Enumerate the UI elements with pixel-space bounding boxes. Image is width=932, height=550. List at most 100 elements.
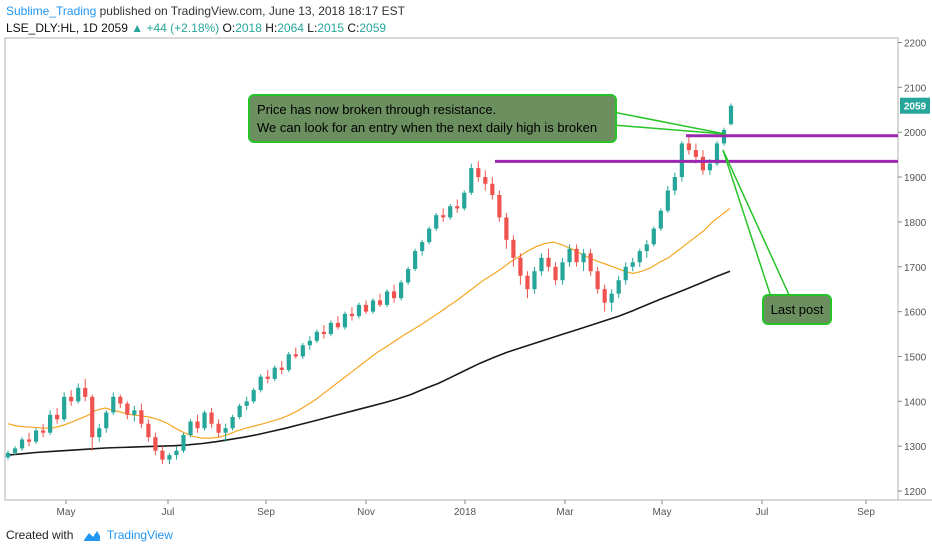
candle-body [434, 215, 439, 229]
candle-body [398, 282, 404, 299]
candle-body [377, 300, 383, 305]
x-tick-label: Sep [857, 507, 875, 518]
candle-body [258, 376, 263, 391]
candle-body [349, 313, 355, 317]
candle-body [623, 266, 628, 281]
candle-body [630, 262, 635, 267]
candle-body [581, 253, 586, 263]
symbol-label: LSE_DLY:HL, 1D [6, 21, 98, 35]
candle-body [342, 313, 348, 328]
candle-body [574, 248, 579, 263]
candle-body [279, 367, 284, 370]
x-tick-label: May [653, 507, 672, 518]
candle-body [384, 291, 390, 305]
candle-body [209, 412, 214, 424]
low-value: 2015 [317, 21, 344, 35]
candle-body [195, 421, 200, 429]
candle-body [707, 163, 713, 171]
x-tick-label: Jul [162, 507, 175, 518]
candle-body [202, 412, 207, 429]
x-tick-label: Mar [556, 507, 574, 518]
footer: Created with TradingView [0, 518, 932, 550]
candle-body [139, 410, 144, 424]
y-tick-label: 2100 [904, 83, 927, 94]
candle-body [237, 405, 242, 418]
candle-body [40, 430, 46, 433]
candle-body [12, 448, 18, 453]
candle-body [307, 340, 312, 346]
candle-body [363, 304, 369, 312]
candle-body [504, 217, 509, 240]
candle-body [532, 271, 537, 290]
candle-body [714, 143, 720, 164]
candle-body [476, 168, 481, 178]
candle-body [490, 183, 495, 195]
candle-body [69, 396, 74, 402]
callout-pointer-upper [612, 111, 726, 135]
ema50-line [7, 207, 731, 439]
candle-body [567, 248, 572, 263]
candle-body [455, 206, 460, 209]
last-price-label: 2059 [904, 102, 927, 113]
candle-body [462, 192, 467, 209]
candle-body [118, 396, 123, 404]
up-arrow-icon: ▲ [131, 21, 144, 35]
close-label: C: [347, 21, 360, 35]
candle-body [265, 376, 270, 379]
candle-body [293, 354, 298, 357]
x-tick-label: Nov [357, 507, 375, 518]
candle-body [132, 410, 137, 415]
candle-body [518, 257, 523, 276]
candle-body [728, 105, 734, 125]
candle-body [5, 452, 11, 458]
candle-body [609, 293, 614, 303]
created-with-text: Created with [6, 528, 74, 542]
symbol-info: LSE_DLY:HL, 1D 2059 ▲ +44 (+2.18%) O:201… [6, 21, 386, 35]
candle-body [146, 423, 151, 438]
candle-body [448, 206, 453, 218]
candle-body [62, 396, 67, 420]
candle-body [181, 434, 186, 451]
candle-body [539, 257, 544, 272]
candle-body [595, 271, 600, 290]
candle-body [328, 322, 333, 335]
candle-body [553, 266, 558, 281]
candle-body [686, 143, 691, 151]
candle-body [230, 417, 235, 429]
candle-body [33, 430, 39, 442]
publish-info: Sublime_Trading published on TradingView… [6, 4, 405, 18]
candle-body [560, 262, 565, 281]
candle-body [370, 300, 376, 312]
tradingview-logo-icon [83, 530, 100, 541]
candle-body [48, 414, 53, 433]
candle-body [125, 403, 130, 415]
candle-body [644, 244, 649, 252]
sma200-line [7, 270, 731, 456]
candle-body [272, 367, 277, 379]
open-value: 2018 [235, 21, 262, 35]
y-tick-label: 1200 [904, 487, 927, 498]
x-tick-label: May [57, 507, 76, 518]
x-tick-label: Jul [756, 507, 769, 518]
candle-body [104, 412, 109, 429]
chart-header: Sublime_Trading published on TradingView… [0, 0, 932, 38]
candle-body [511, 239, 516, 258]
candle-body [391, 291, 397, 299]
candle-body [406, 269, 411, 283]
candle-body [651, 228, 656, 245]
candle-body [76, 387, 81, 402]
main-callout-box [248, 94, 617, 143]
high-label: H: [265, 21, 278, 35]
author-link[interactable]: Sublime_Trading [6, 4, 97, 18]
candle-body [658, 210, 663, 229]
y-tick-label: 1300 [904, 442, 927, 453]
tradingview-brand-link[interactable]: TradingView [106, 528, 173, 542]
published-text: published on TradingView.com, June 13, 2… [96, 4, 405, 18]
candle-body [335, 322, 341, 328]
high-value: 2064 [277, 21, 304, 35]
candle-body [188, 421, 193, 435]
x-tick-label: Sep [257, 507, 275, 518]
callout-pointer-lower [612, 124, 726, 135]
price-change: +44 (+2.18%) [146, 21, 220, 35]
